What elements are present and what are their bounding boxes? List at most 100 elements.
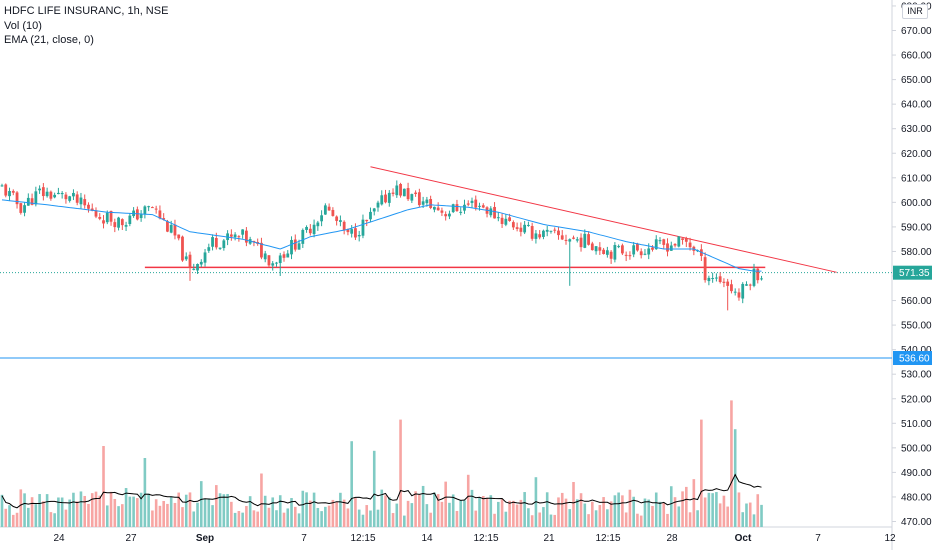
candle-body xyxy=(354,228,357,238)
candle-body xyxy=(384,194,387,203)
volume-bar xyxy=(316,507,320,527)
candle-body xyxy=(120,219,124,226)
candle-body xyxy=(496,217,500,219)
candle-body xyxy=(23,205,26,213)
candle-body xyxy=(651,247,654,250)
candle-body xyxy=(542,230,545,237)
y-tick-label: 650.00 xyxy=(901,75,932,86)
candle-body xyxy=(380,195,384,205)
candle-body xyxy=(628,255,632,257)
volume-bar xyxy=(312,492,316,527)
candle-body xyxy=(669,245,673,251)
volume-bar xyxy=(252,510,256,527)
volume-bar xyxy=(121,504,124,527)
volume-bar xyxy=(94,491,98,527)
volume-bar xyxy=(515,504,519,527)
candle-body xyxy=(117,217,120,228)
candle-body xyxy=(549,230,553,232)
candle-body xyxy=(38,188,41,191)
candle-body xyxy=(493,206,496,219)
candle-body xyxy=(568,239,572,242)
volume-bar xyxy=(474,510,478,527)
volume-bar xyxy=(493,513,496,527)
candle-body xyxy=(53,194,57,198)
volume-bar xyxy=(485,497,489,527)
x-tick-label: 12 xyxy=(884,533,896,544)
candle-body xyxy=(715,277,718,279)
candle-body xyxy=(500,217,504,224)
currency-button[interactable]: INR xyxy=(902,4,928,19)
volume-bar xyxy=(263,495,267,527)
candle-body xyxy=(372,208,376,212)
candle-body xyxy=(83,199,87,206)
candle-body xyxy=(34,191,38,205)
candle-body xyxy=(451,204,455,213)
candle-body xyxy=(703,257,707,281)
volume-bar xyxy=(519,499,523,527)
volume-bar xyxy=(643,498,647,527)
volume-bar xyxy=(211,505,214,527)
candle-body xyxy=(463,204,466,211)
volume-bar xyxy=(98,495,102,527)
volume-bar xyxy=(124,488,128,527)
volume-bar xyxy=(568,509,572,527)
candle-body xyxy=(470,200,474,203)
volume-bar xyxy=(549,514,553,527)
volume-bar xyxy=(339,492,342,527)
volume-bar xyxy=(606,509,609,527)
y-tick-label: 660.00 xyxy=(901,51,932,62)
candle-body xyxy=(87,204,90,209)
candle-body xyxy=(748,284,752,286)
volume-bar xyxy=(11,514,15,527)
candle-body xyxy=(673,243,677,246)
volume-bar xyxy=(579,493,583,527)
volume-bar xyxy=(564,498,568,527)
x-tick-label: 27 xyxy=(125,533,137,544)
volume-indicator-label: Vol (10) xyxy=(4,19,42,32)
volume-bar xyxy=(737,492,741,527)
candle-body xyxy=(327,206,331,211)
volume-bar xyxy=(466,474,470,527)
symbol-title: HDFC LIFE INSURANC, 1h, NSE xyxy=(4,5,169,17)
candle-body xyxy=(192,268,196,270)
candle-body xyxy=(72,192,75,197)
candle-body xyxy=(316,222,320,227)
volume-bar xyxy=(752,514,756,527)
candle-body xyxy=(684,238,688,242)
candle-body xyxy=(297,243,301,250)
candle-body xyxy=(211,237,214,247)
resistance-trendline xyxy=(370,166,837,273)
y-tick-label: 560.00 xyxy=(901,296,932,307)
volume-bar xyxy=(282,512,286,527)
candle-body xyxy=(320,215,323,222)
candle-body xyxy=(677,236,681,247)
candle-body xyxy=(207,247,211,251)
volume-bar xyxy=(481,496,485,527)
candle-body xyxy=(241,229,245,235)
volume-bar xyxy=(470,489,474,527)
volume-bar xyxy=(628,489,632,527)
volume-bar xyxy=(166,503,169,527)
volume-bar xyxy=(309,500,312,527)
volume-bar xyxy=(583,503,587,527)
candle-body xyxy=(560,235,564,240)
volume-bar xyxy=(297,513,301,527)
volume-bar xyxy=(245,506,248,527)
volume-bar xyxy=(696,510,699,527)
volume-bar xyxy=(237,510,241,527)
volume-bar xyxy=(350,441,353,527)
candle-body xyxy=(102,220,105,224)
volume-bar xyxy=(147,493,150,527)
candle-body xyxy=(534,233,538,239)
candle-body xyxy=(308,228,312,234)
candle-body xyxy=(455,204,459,212)
volume-bar xyxy=(57,497,60,527)
candle-body xyxy=(199,261,203,265)
candle-body xyxy=(98,216,102,219)
volume-bar xyxy=(489,495,493,527)
ema-indicator-label: EMA (21, close, 0) xyxy=(4,34,94,46)
candle-body xyxy=(481,205,485,208)
candle-body xyxy=(203,252,207,263)
candle-body xyxy=(632,245,636,255)
